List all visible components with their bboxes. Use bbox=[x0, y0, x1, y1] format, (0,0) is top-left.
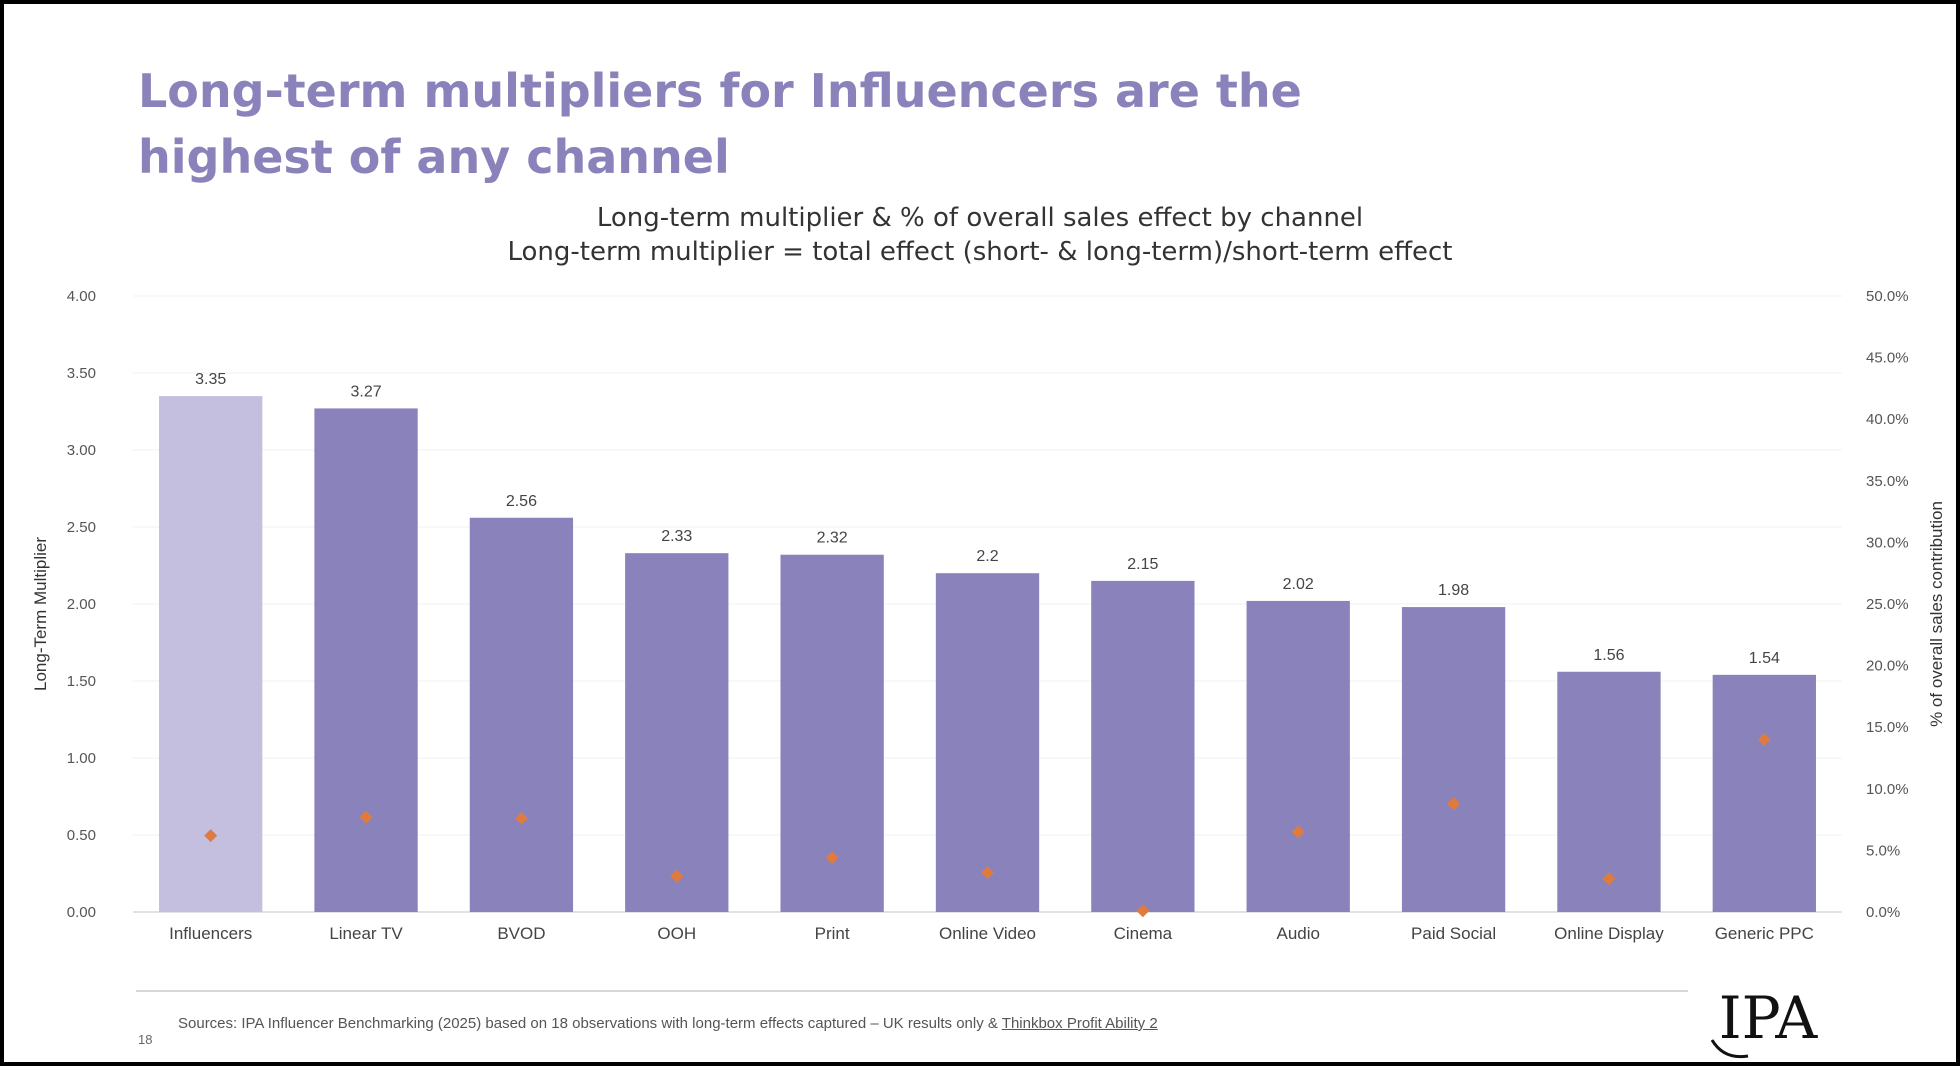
chart-title: Long-term multiplier & % of overall sale… bbox=[596, 203, 1364, 233]
y-tick-label: 3.00 bbox=[67, 442, 96, 459]
bar-value-label: 3.27 bbox=[350, 383, 381, 400]
y-axis-title: Long-Term Multiplier bbox=[31, 537, 50, 691]
slide-title-line-1: Long-term multipliers for Influencers ar… bbox=[138, 64, 1302, 118]
y-tick-label: 4.00 bbox=[67, 288, 96, 305]
y2-tick-label: 5.0% bbox=[1866, 842, 1900, 859]
bar-value-label: 1.54 bbox=[1749, 650, 1780, 667]
category-label: Online Display bbox=[1554, 924, 1664, 943]
y-tick-label: 2.00 bbox=[67, 596, 96, 613]
category-label: OOH bbox=[657, 924, 696, 943]
bar-value-label: 1.98 bbox=[1438, 582, 1469, 599]
y2-axis-title: % of overall sales contribution bbox=[1927, 501, 1946, 727]
ipa-logo: IPA bbox=[1710, 984, 1819, 1059]
y2-tick-label: 25.0% bbox=[1866, 596, 1909, 613]
bar-value-label: 2.02 bbox=[1283, 576, 1314, 593]
y2-tick-label: 30.0% bbox=[1866, 534, 1909, 551]
bar-value-label: 1.56 bbox=[1593, 647, 1624, 664]
y-tick-label: 0.50 bbox=[67, 827, 96, 844]
bar-bvod bbox=[469, 517, 574, 912]
chart-subtitle: Long-term multiplier = total effect (sho… bbox=[507, 237, 1453, 267]
y2-tick-label: 0.0% bbox=[1866, 904, 1900, 921]
bar-influencers bbox=[159, 396, 263, 913]
bar-generic-ppc bbox=[1712, 674, 1816, 912]
sales-contribution-marker bbox=[204, 829, 218, 843]
category-label: Influencers bbox=[169, 924, 252, 943]
bar-ooh bbox=[625, 553, 729, 912]
y2-tick-label: 15.0% bbox=[1866, 719, 1909, 736]
sales-contribution-marker bbox=[514, 811, 528, 825]
bar-value-label: 2.32 bbox=[817, 530, 848, 547]
category-label: Generic PPC bbox=[1715, 924, 1814, 943]
sources-note: Sources: IPA Influencer Benchmarking (20… bbox=[178, 1015, 1158, 1032]
y2-tick-label: 35.0% bbox=[1866, 473, 1909, 490]
bar-online-video bbox=[935, 573, 1040, 912]
sales-contribution-marker bbox=[359, 810, 373, 824]
bar-cinema bbox=[1091, 580, 1195, 912]
sales-contribution-marker bbox=[1291, 825, 1305, 839]
category-label: Online Video bbox=[939, 924, 1036, 943]
bar-paid-social bbox=[1401, 607, 1506, 912]
y2-tick-label: 50.0% bbox=[1866, 288, 1909, 305]
y2-tick-label: 20.0% bbox=[1866, 658, 1909, 675]
bar-value-label: 2.56 bbox=[506, 493, 537, 510]
category-label: Linear TV bbox=[329, 924, 403, 943]
sales-contribution-marker bbox=[1757, 733, 1771, 747]
y-tick-label: 1.00 bbox=[67, 750, 96, 767]
bar-online-display bbox=[1557, 671, 1661, 912]
sources-link[interactable]: Thinkbox Profit Ability 2 bbox=[1001, 1015, 1158, 1032]
bar-linear-tv bbox=[314, 408, 418, 912]
y-tick-label: 0.00 bbox=[67, 904, 96, 921]
ipa-logo-swash bbox=[1710, 1039, 1749, 1059]
y2-tick-label: 10.0% bbox=[1866, 781, 1909, 798]
chart: 0.00 0.50 1.00 1.50 2.00 2.50 3.00 3.50 4.00 0.0%… bbox=[31, 288, 1946, 943]
category-label: Paid Social bbox=[1411, 924, 1496, 943]
bar-value-label: 2.15 bbox=[1127, 556, 1158, 573]
category-label: BVOD bbox=[497, 924, 545, 943]
ipa-logo-text: IPA bbox=[1719, 984, 1819, 1052]
y2-tick-label: 45.0% bbox=[1866, 350, 1909, 367]
sources-text: Sources: IPA Influencer Benchmarking (20… bbox=[178, 1015, 1002, 1032]
bar-value-label: 2.2 bbox=[976, 548, 998, 565]
category-label: Audio bbox=[1276, 924, 1319, 943]
y-tick-label: 3.50 bbox=[67, 365, 96, 382]
sales-contribution-marker bbox=[1602, 872, 1616, 886]
y-tick-label: 2.50 bbox=[67, 519, 96, 536]
sales-contribution-marker bbox=[1136, 904, 1150, 918]
page-number: 18 bbox=[138, 1032, 153, 1047]
sales-contribution-marker bbox=[1447, 797, 1461, 811]
footer-divider bbox=[136, 990, 1688, 992]
bar-audio bbox=[1246, 600, 1350, 912]
y-tick-label: 1.50 bbox=[67, 673, 96, 690]
bar-value-label: 2.33 bbox=[661, 528, 692, 545]
sales-contribution-marker bbox=[825, 851, 839, 865]
y2-tick-label: 40.0% bbox=[1866, 411, 1909, 428]
sales-contribution-marker bbox=[981, 866, 994, 880]
sales-contribution-marker bbox=[670, 869, 684, 883]
category-label: Print bbox=[815, 924, 850, 943]
slide-title: Long-term multipliers for Influencers ar… bbox=[138, 58, 1438, 190]
slide-title-line-2: highest of any channel bbox=[138, 130, 730, 184]
category-label: Cinema bbox=[1114, 924, 1173, 943]
bar-value-label: 3.35 bbox=[195, 371, 226, 388]
